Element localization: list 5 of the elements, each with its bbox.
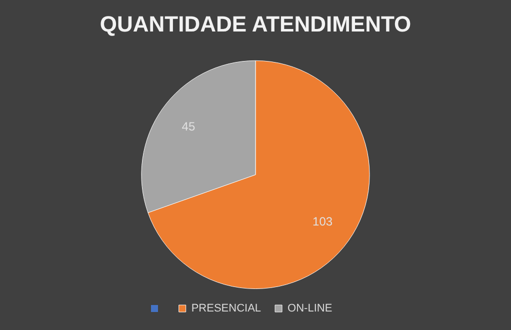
data-label: 103 (312, 214, 333, 228)
chart-title: QUANTIDADE ATENDIMENTO (100, 11, 412, 36)
legend-label: ON-LINE (288, 302, 332, 315)
data-label: 45 (182, 120, 196, 134)
legend-label: PRESENCIAL (191, 302, 262, 315)
